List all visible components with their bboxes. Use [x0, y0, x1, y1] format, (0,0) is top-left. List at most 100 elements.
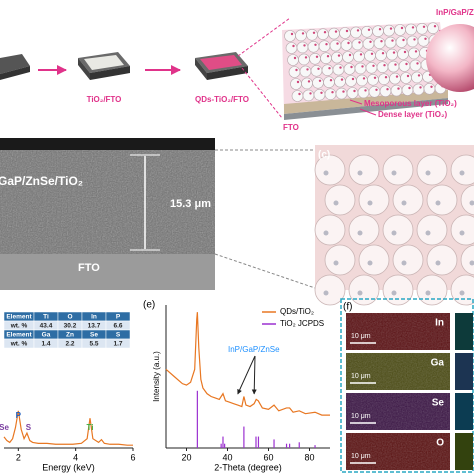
x-tick-label: 2 — [16, 452, 21, 462]
qd-dot — [333, 260, 339, 266]
spectrum-line — [165, 312, 330, 416]
legend-label: TiO₂ JCPDS — [280, 319, 324, 328]
sphere — [416, 214, 448, 246]
sphere — [372, 25, 384, 38]
qd-dot — [469, 260, 474, 266]
layer-label: Dense layer (TiO₂) — [378, 110, 448, 119]
table-text: 13.7 — [88, 323, 101, 330]
sphere — [298, 53, 310, 66]
sphere — [348, 214, 380, 246]
sphere — [320, 52, 332, 65]
quantum-dot — [426, 24, 474, 92]
qd-dot — [290, 32, 294, 36]
sphere — [408, 47, 420, 60]
qd-dot — [383, 63, 386, 67]
qd-dot — [425, 230, 431, 236]
table-text: Ga — [42, 332, 51, 339]
sphere — [361, 25, 373, 38]
cube-side — [195, 58, 207, 80]
table-text: 5.5 — [89, 341, 98, 348]
qd-dot — [459, 170, 465, 176]
sphere — [397, 48, 409, 60]
x-tick-label: 4 — [73, 452, 78, 462]
qd-dot — [459, 230, 465, 236]
sphere — [353, 50, 365, 63]
sample-label: GaP/ZnSe/TiO₂ — [0, 174, 83, 188]
x-axis-label: 2-Theta (degree) — [214, 462, 282, 472]
qd-dot — [381, 52, 385, 55]
element-label: Se — [432, 398, 445, 409]
sphere — [365, 62, 378, 74]
qd-label: InP/GaP/Zn — [436, 8, 474, 17]
qd-dot — [413, 38, 416, 41]
qd-dot — [403, 50, 407, 54]
x-tick-label: 20 — [181, 452, 191, 462]
qd-dot — [397, 87, 400, 90]
sphere — [299, 65, 312, 78]
table-text: 1.7 — [113, 341, 122, 348]
map-texture — [346, 313, 450, 350]
table-text: 1.4 — [41, 341, 50, 348]
sphere — [345, 75, 357, 87]
qd-dot — [367, 28, 371, 31]
sphere — [356, 74, 368, 87]
qd-dot — [367, 260, 373, 266]
qd-dot — [336, 42, 339, 45]
table-text: Zn — [66, 332, 74, 339]
qd-dot — [373, 76, 377, 80]
sphere — [401, 84, 414, 96]
qd-dot — [350, 65, 353, 69]
sphere — [342, 51, 354, 63]
sphere — [392, 184, 424, 216]
qd-dot — [389, 27, 393, 30]
map-texture — [346, 433, 450, 470]
sphere-array — [314, 154, 474, 306]
x-tick-label: 60 — [263, 452, 273, 462]
qd-dot — [411, 26, 415, 29]
sphere — [348, 154, 380, 186]
sphere — [362, 37, 375, 50]
annotation: InP/GaP/ZnSe — [228, 345, 280, 354]
sphere — [392, 244, 424, 276]
substrate-label: FTO — [78, 262, 100, 274]
qd-dot — [391, 170, 397, 176]
qd-dot — [372, 64, 375, 68]
table-text: Ti — [43, 314, 49, 321]
qd-dot — [340, 78, 344, 81]
qd-dot — [391, 290, 397, 296]
sphere — [313, 89, 326, 101]
table-text: wt. % — [10, 323, 28, 330]
qd-dot — [370, 52, 374, 55]
scale-bar-label: 10 μm — [351, 333, 371, 340]
x-tick-label: 40 — [222, 452, 232, 462]
element-label: In — [435, 318, 444, 329]
x-tick-label: 80 — [304, 452, 314, 462]
sphere — [426, 184, 458, 216]
layer-label: Mesoporous layer (TiO₂) — [364, 99, 457, 108]
sphere — [386, 48, 398, 61]
sphere — [307, 40, 320, 53]
qd-dot — [295, 68, 298, 72]
sphere — [354, 62, 367, 75]
sphere — [301, 77, 313, 90]
qd-dot — [323, 230, 329, 236]
qd-dot — [406, 74, 410, 78]
qd-dot — [351, 77, 355, 81]
sphere — [324, 88, 337, 100]
y-axis-label: Intensity (a.u.) — [152, 351, 161, 402]
qd-dot — [459, 290, 465, 296]
qd-dot — [357, 170, 363, 176]
qd-dot — [323, 31, 327, 34]
qd-dot — [315, 55, 319, 58]
sphere — [324, 244, 356, 276]
qd-dot — [314, 43, 317, 46]
thickness-label: 15.3 μm — [170, 198, 211, 210]
sphere — [312, 77, 324, 89]
panel-label: (c) — [318, 150, 330, 161]
layer-label: FTO — [283, 123, 299, 132]
sphere — [406, 35, 419, 48]
peak-label: P — [16, 411, 22, 420]
sphere — [284, 30, 296, 42]
qd-dot — [361, 65, 364, 68]
sphere — [306, 28, 318, 41]
